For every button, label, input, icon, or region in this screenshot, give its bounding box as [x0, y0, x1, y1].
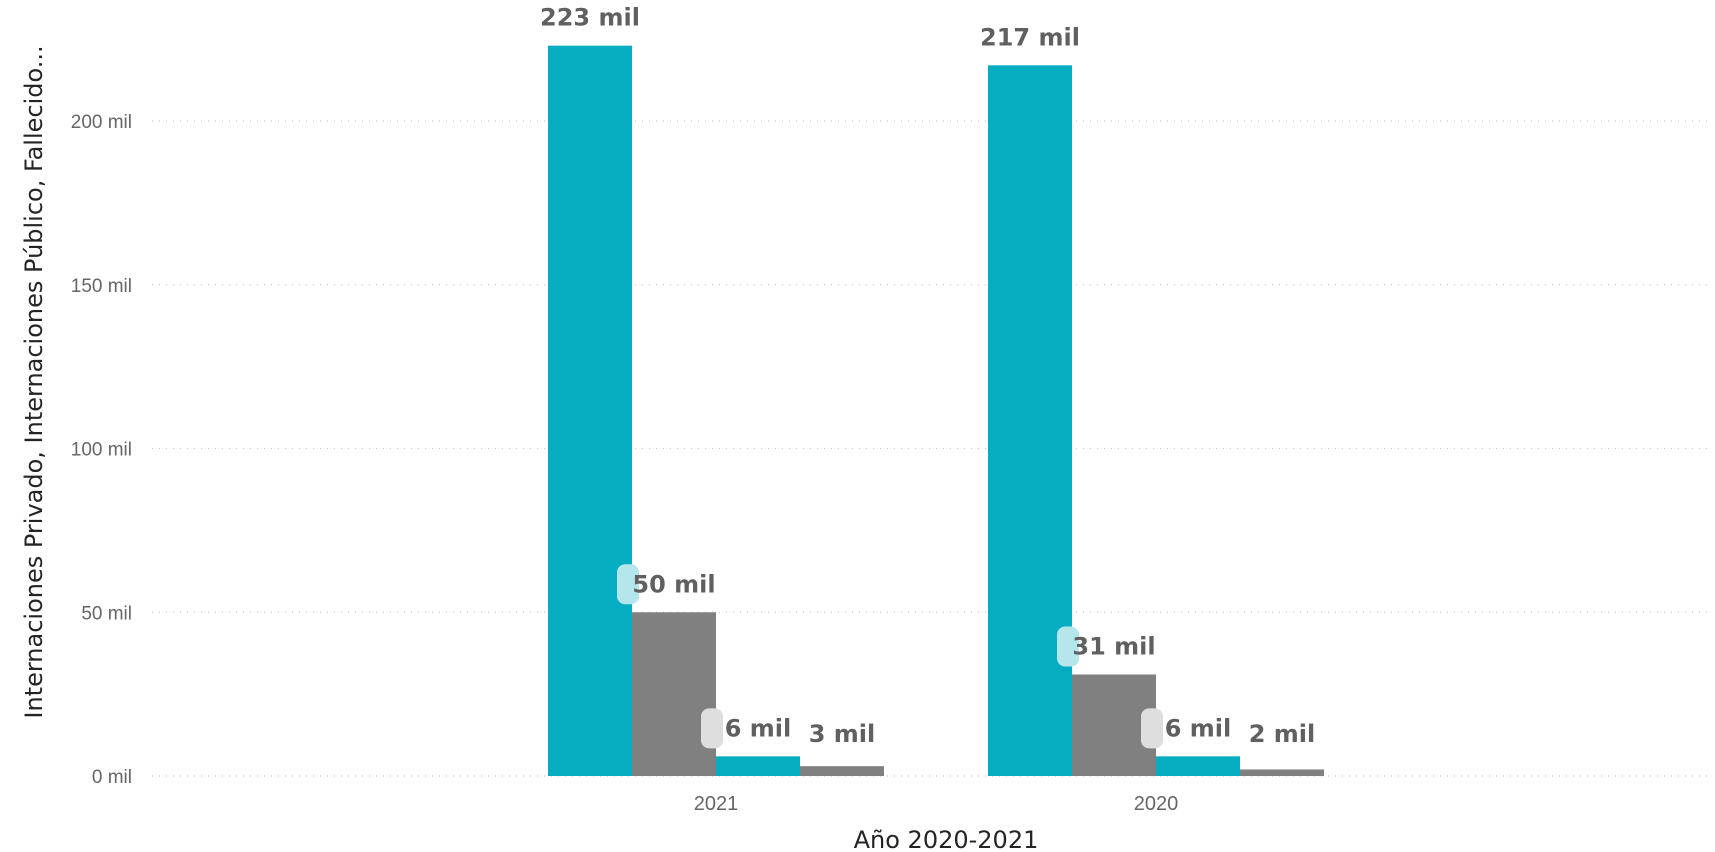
y-tick-label: 200 mil	[71, 112, 132, 133]
data-label: 6 mil	[1165, 714, 1232, 742]
label-highlight	[1057, 626, 1079, 667]
data-label: 2 mil	[1249, 720, 1316, 748]
bar[interactable]	[548, 45, 632, 777]
y-axis-ticks: 0 mil 50 mil 100 mil 150 mil 200 mil	[71, 112, 132, 788]
bar[interactable]	[1156, 756, 1240, 776]
data-label: 223 mil	[540, 4, 640, 32]
label-highlight	[1141, 708, 1163, 749]
bar[interactable]	[988, 65, 1072, 776]
y-tick-label: 150 mil	[71, 276, 132, 297]
y-tick-label: 100 mil	[71, 440, 132, 461]
data-labels: 223 mil 50 mil 6 mil 3 mil 217 mil 31 mil 6 mi…	[540, 4, 1315, 749]
data-label: 6 mil	[725, 714, 792, 742]
bar[interactable]	[800, 766, 884, 776]
data-label: 50 mil	[632, 570, 715, 598]
gridlines	[152, 120, 1712, 777]
bar[interactable]	[1240, 769, 1324, 776]
y-tick-label: 0 mil	[92, 767, 132, 788]
bar[interactable]	[716, 756, 800, 776]
data-label: 31 mil	[1072, 632, 1155, 660]
y-axis-title: Internaciones Privado, Internaciones Púb…	[20, 45, 48, 718]
x-tick-label: 2021	[694, 793, 739, 815]
data-label: 3 mil	[809, 720, 876, 748]
x-axis-categories: 2021 2020	[694, 793, 1179, 815]
bars	[548, 45, 1324, 777]
y-tick-label: 50 mil	[81, 603, 132, 624]
label-highlight	[617, 564, 639, 605]
label-highlight	[701, 708, 723, 749]
bar[interactable]	[632, 612, 716, 776]
x-axis-title: Año 2020-2021	[854, 826, 1039, 852]
data-label: 217 mil	[980, 23, 1080, 51]
x-tick-label: 2020	[1134, 793, 1179, 815]
